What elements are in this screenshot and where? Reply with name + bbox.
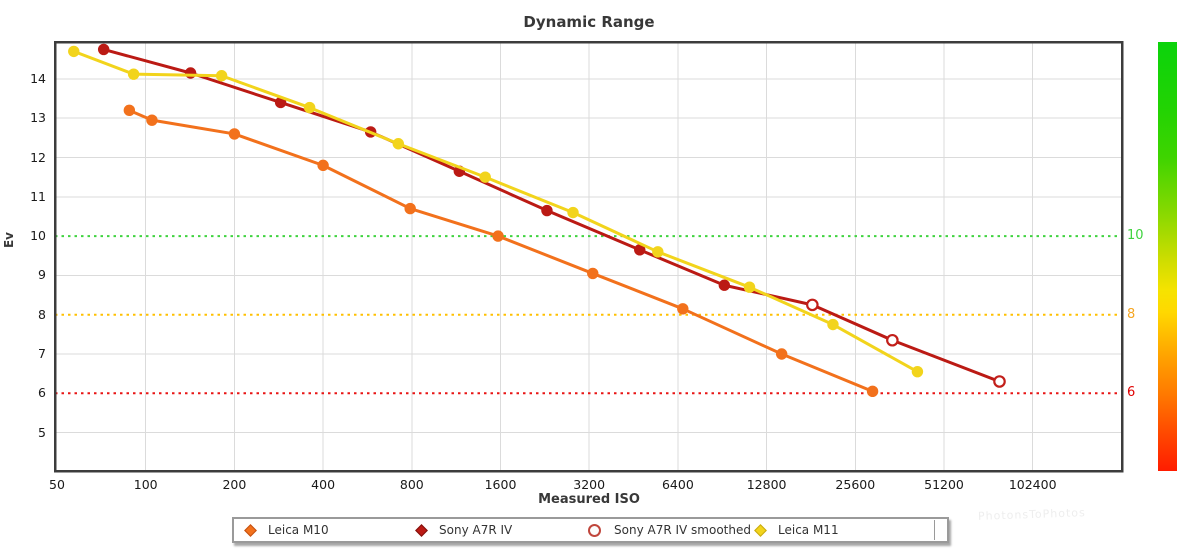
x-tick-label: 50 (49, 477, 65, 492)
y-tick-label: 8 (38, 306, 46, 322)
legend-item-leica-m10: Leica M10 (244, 519, 329, 541)
data-point (492, 230, 504, 242)
data-point-open (886, 333, 899, 347)
legend-item-sony-a7r-iv: Sony A7R IV (415, 519, 513, 541)
x-tick-label: 800 (399, 477, 424, 492)
chart-title: Dynamic Range (523, 13, 655, 31)
series-line-leica-m11 (72, 49, 919, 374)
data-point (146, 114, 158, 126)
data-point (303, 101, 316, 114)
data-point (479, 171, 491, 183)
x-tick-label: 102400 (1008, 477, 1057, 492)
x-tick-label: 1600 (484, 477, 517, 492)
data-point (392, 138, 405, 150)
x-tick-label: 100 (133, 477, 158, 492)
legend-diamond-icon (754, 523, 767, 537)
legend-divider (934, 520, 935, 540)
y-tick-label: 7 (38, 346, 46, 361)
data-point (652, 246, 664, 258)
reference-label-10: 10 (1127, 228, 1144, 244)
data-point (97, 43, 110, 56)
data-point (541, 204, 553, 217)
data-point (775, 348, 788, 360)
data-point-open (806, 298, 819, 312)
reference-label-8: 8 (1127, 306, 1136, 322)
x-tick-label: 51200 (924, 477, 964, 492)
ev-colorbar (1158, 42, 1177, 471)
data-point (866, 385, 879, 398)
x-tick-label: 12800 (746, 477, 787, 492)
x-tick-label: 400 (311, 477, 336, 492)
legend-item-sony-a7r-iv-smoothed: Sony A7R IV smoothed (588, 519, 751, 541)
x-tick-label: 25600 (835, 477, 876, 492)
y-tick-label: 12 (30, 149, 46, 165)
plot-border (53, 40, 1124, 473)
y-tick-label: 9 (38, 267, 46, 283)
data-point-open (993, 375, 1006, 388)
legend-label: Leica M11 (778, 523, 839, 537)
data-point (317, 159, 329, 172)
data-point (215, 70, 228, 82)
data-point (127, 68, 140, 80)
x-tick-label: 6400 (661, 477, 694, 492)
y-tick-label: 13 (30, 110, 46, 126)
y-tick-label: 5 (38, 424, 46, 440)
x-axis-label: Measured ISO (538, 492, 640, 507)
data-point (404, 202, 416, 215)
data-point (587, 267, 599, 280)
data-point (68, 45, 80, 58)
y-tick-label: 6 (38, 385, 46, 401)
legend-open-circle-icon (588, 523, 601, 537)
series-line-leica-m10 (127, 108, 875, 393)
legend-label: Sony A7R IV smoothed (614, 523, 751, 537)
legend-box: Leica M10 Sony A7R IV Sony A7R IV smoothed… (232, 517, 949, 543)
y-tick-label: 10 (30, 228, 46, 244)
legend-label: Sony A7R IV (439, 523, 513, 537)
data-point (123, 104, 136, 117)
x-tick-label: 200 (222, 477, 247, 492)
legend-diamond-icon (244, 523, 257, 537)
legend-item-leica-m11: Leica M11 (754, 519, 839, 541)
data-point (677, 303, 689, 315)
data-point (743, 281, 756, 293)
y-tick-label: 14 (30, 70, 46, 86)
data-point (567, 206, 579, 219)
data-point (184, 67, 197, 79)
legend-label: Leica M10 (268, 523, 329, 537)
data-point (228, 128, 241, 140)
legend-diamond-icon (415, 523, 428, 537)
data-point (634, 244, 646, 256)
data-point (911, 365, 924, 378)
x-tick-label: 3200 (573, 477, 606, 492)
reference-label-6: 6 (1127, 385, 1136, 401)
data-point (827, 318, 839, 331)
series-line-sony-a7r-iv (102, 47, 726, 287)
series-line-sony-a7r-iv-smoothed (722, 283, 1002, 384)
y-tick-label: 11 (30, 188, 46, 204)
